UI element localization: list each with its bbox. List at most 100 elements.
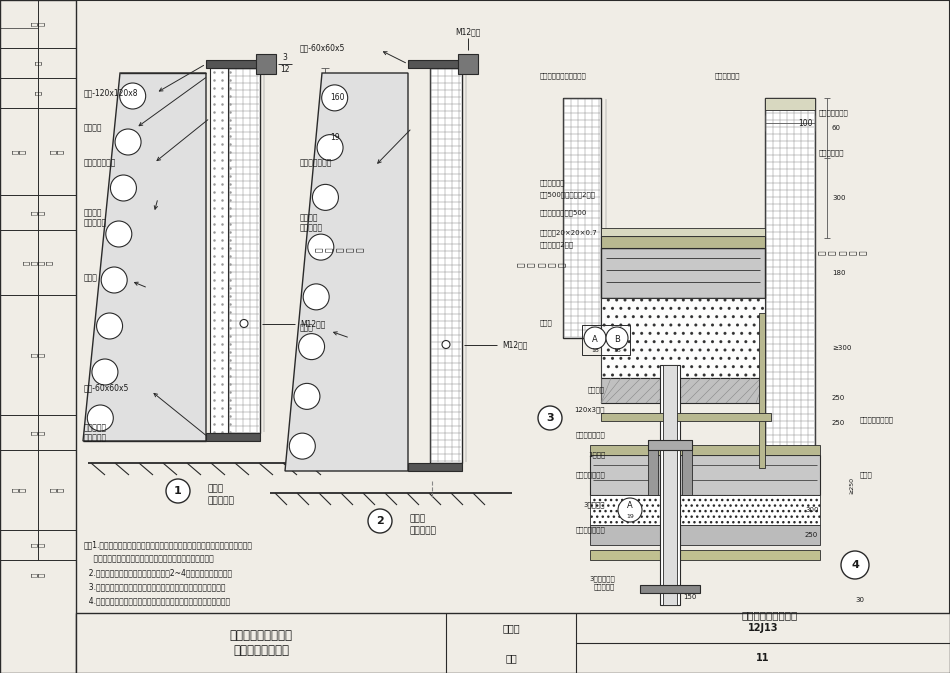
Text: 160: 160: [330, 94, 345, 102]
Bar: [408, 60, 470, 68]
Text: 水泥砂浆抹面: 水泥砂浆抹面: [715, 73, 740, 79]
Polygon shape: [285, 73, 408, 471]
Text: A: A: [627, 501, 633, 509]
Text: 图集号: 图集号: [503, 623, 520, 633]
Text: 附加防水卷材: 附加防水卷材: [819, 149, 845, 156]
Text: 1层铝板: 1层铝板: [588, 452, 605, 458]
Text: 编
制: 编 制: [12, 149, 26, 153]
Circle shape: [290, 433, 315, 459]
Circle shape: [110, 175, 137, 201]
Bar: [408, 463, 462, 471]
Circle shape: [538, 406, 562, 430]
Text: （每边至少2个）: （每边至少2个）: [540, 242, 574, 248]
Text: 建筑密封胶嵌实: 建筑密封胶嵌实: [819, 110, 848, 116]
Text: 预埋-120x120x8: 预埋-120x120x8: [84, 89, 139, 98]
Text: 卷材或涂膜防水层: 卷材或涂膜防水层: [860, 417, 894, 423]
Text: 编
制: 编 制: [12, 488, 26, 492]
Circle shape: [841, 551, 869, 579]
Circle shape: [115, 129, 141, 155]
Text: 钢板-60x60x5: 钢板-60x60x5: [300, 44, 346, 52]
Text: 300: 300: [832, 195, 846, 201]
Text: 4: 4: [851, 560, 859, 570]
Text: 建筑密封胶嵌实: 建筑密封胶嵌实: [576, 431, 605, 438]
Text: 2: 2: [376, 516, 384, 526]
Text: 3厚钢板圆与
钢套管焊接: 3厚钢板圆与 钢套管焊接: [589, 576, 615, 590]
Text: 钢板-60x60x5: 钢板-60x60x5: [84, 384, 129, 392]
Text: 2.金属连接件一律刷防锈漆两遍，磁漆2~4遍，颜色由设计人定。: 2.金属连接件一律刷防锈漆两遍，磁漆2~4遍，颜色由设计人定。: [84, 568, 232, 577]
Text: 19: 19: [330, 133, 340, 143]
Bar: [640, 585, 700, 593]
Text: 日
期: 日 期: [31, 573, 45, 577]
Text: 钢支架（成品）: 钢支架（成品）: [300, 159, 332, 168]
Text: 设
计
阶
段: 设 计 阶 段: [24, 260, 52, 264]
Bar: [206, 60, 260, 68]
Text: 集热器: 集热器: [84, 273, 98, 283]
Text: M12螺柱: M12螺柱: [300, 319, 325, 328]
Bar: [680, 495, 820, 525]
Text: 250: 250: [832, 395, 846, 401]
Bar: [0, 0, 76, 673]
Text: 阳台集热器安装详图
管道穿平屋面详图: 阳台集热器安装详图 管道穿平屋面详图: [230, 629, 293, 657]
Text: 埋件的型号和长度等详单体设计；施工时要确保定位无误。: 埋件的型号和长度等详单体设计；施工时要确保定位无误。: [84, 554, 214, 563]
Text: （有保温）: （有保温）: [208, 497, 235, 505]
Text: 60: 60: [832, 125, 841, 131]
Polygon shape: [648, 440, 658, 495]
Circle shape: [87, 405, 113, 431]
Text: 注：1.集热器及其连接件的尺寸、规格、荷载、位置及安全要求等由厂家提供，预: 注：1.集热器及其连接件的尺寸、规格、荷载、位置及安全要求等由厂家提供，预: [84, 540, 253, 549]
Text: 180: 180: [832, 270, 846, 276]
Text: 18: 18: [613, 349, 621, 353]
Circle shape: [303, 284, 330, 310]
Text: 标: 标: [35, 91, 41, 95]
Circle shape: [322, 85, 348, 111]
Circle shape: [368, 509, 392, 533]
Text: 倾斜式: 倾斜式: [208, 485, 224, 493]
Text: 120x3铝箍: 120x3铝箍: [575, 406, 605, 413]
Text: 30: 30: [855, 597, 864, 603]
Circle shape: [317, 135, 343, 161]
Text: 保温层厚度
详单体设计: 保温层厚度 详单体设计: [84, 423, 107, 442]
Circle shape: [618, 498, 642, 522]
Text: 比
例: 比 例: [31, 430, 45, 435]
Text: （无保温）: （无保温）: [410, 526, 437, 536]
Text: 3: 3: [546, 413, 554, 423]
Text: 详
单
体
设
计: 详 单 体 设 计: [517, 262, 567, 267]
Circle shape: [105, 221, 132, 247]
Text: 300: 300: [805, 507, 819, 513]
Bar: [430, 68, 462, 463]
Bar: [601, 413, 771, 421]
Text: A: A: [592, 334, 598, 343]
Text: 倾斜式: 倾斜式: [410, 514, 427, 524]
Text: 详
单
体
设
计: 详 单 体 设 计: [314, 248, 366, 252]
Text: 专
业: 专 业: [31, 211, 45, 215]
Bar: [663, 365, 677, 605]
Text: 详
单
体
设
计: 详 单 体 设 计: [818, 250, 868, 255]
Text: 称: 称: [35, 61, 41, 65]
Text: 镀锌垫片20×20×0.7: 镀锌垫片20×20×0.7: [540, 229, 598, 236]
Circle shape: [606, 327, 628, 349]
Text: 图
名: 图 名: [31, 353, 45, 357]
Bar: [765, 98, 815, 468]
Text: ≥300: ≥300: [832, 345, 851, 351]
Circle shape: [584, 327, 606, 349]
Circle shape: [442, 341, 450, 349]
Text: 中距500（每边至少2个）: 中距500（每边至少2个）: [540, 192, 596, 199]
Circle shape: [240, 320, 248, 328]
Circle shape: [102, 267, 127, 293]
Text: 3: 3: [282, 53, 288, 63]
Text: 水泥钉或射钉: 水泥钉或射钉: [540, 180, 565, 186]
Text: 钢支架（成品）: 钢支架（成品）: [84, 159, 116, 168]
Text: 钢筋混凝土板详单体设计: 钢筋混凝土板详单体设计: [540, 73, 587, 79]
Bar: [590, 445, 660, 455]
Bar: [210, 68, 228, 433]
Text: 12J13: 12J13: [748, 623, 778, 633]
Polygon shape: [682, 440, 692, 495]
Bar: [601, 378, 765, 403]
Text: 18: 18: [591, 349, 598, 353]
Bar: [680, 445, 820, 455]
Text: 3.既有建筑的阳台栏杆需经结构计算确保安全后方可安装集热器。: 3.既有建筑的阳台栏杆需经结构计算确保安全后方可安装集热器。: [84, 582, 225, 591]
Bar: [458, 54, 478, 74]
Text: 槽钢焊接: 槽钢焊接: [84, 124, 103, 133]
Bar: [256, 54, 276, 74]
Text: 集热器管: 集热器管: [588, 387, 605, 393]
Bar: [563, 98, 601, 338]
